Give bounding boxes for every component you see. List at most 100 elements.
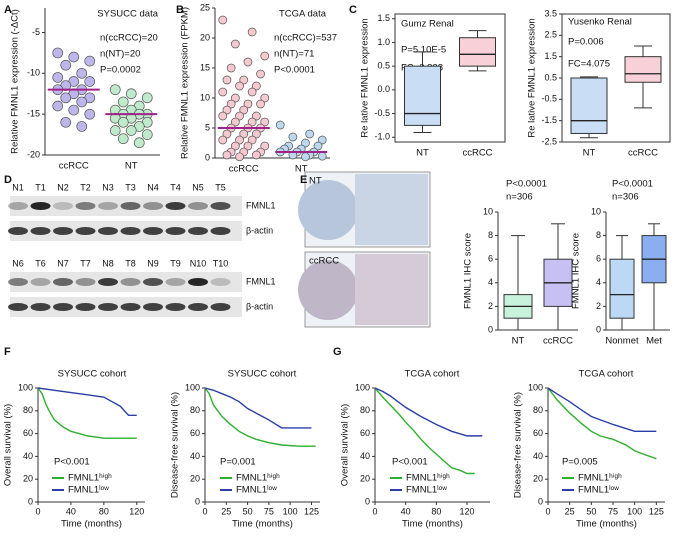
survival-curve xyxy=(547,387,657,460)
lane-label: T5 xyxy=(215,182,226,192)
chart-title: Gumz Renal xyxy=(401,19,454,30)
band xyxy=(165,202,186,210)
x-tick-label: 0 xyxy=(202,506,207,516)
band xyxy=(75,278,96,286)
band xyxy=(120,303,141,311)
plot-frame xyxy=(394,13,506,143)
ihc-core xyxy=(298,260,358,320)
annotation: n=306 xyxy=(612,192,639,203)
panel-label: F xyxy=(4,346,11,358)
band xyxy=(30,227,51,235)
x-tick-label: 50 xyxy=(586,506,596,516)
dot xyxy=(313,141,323,151)
dot xyxy=(301,152,310,162)
y-tick-label: 15 xyxy=(200,62,210,72)
band xyxy=(53,303,73,311)
lane-label: N4 xyxy=(147,182,159,192)
x-tick-label: 100 xyxy=(627,506,642,516)
y-axis-label: Disease-free survival (%) xyxy=(170,392,181,498)
dot xyxy=(222,150,232,160)
dot xyxy=(133,137,145,149)
y-tick-label: 20 xyxy=(533,474,543,484)
dot xyxy=(231,93,240,103)
dot xyxy=(125,88,137,100)
dot xyxy=(239,105,249,115)
lane-label: N6 xyxy=(12,258,24,268)
y-tick-label: -20 xyxy=(27,149,40,159)
band xyxy=(8,278,28,286)
dot xyxy=(247,27,257,37)
lane-label: T8 xyxy=(125,258,136,268)
band xyxy=(8,227,28,235)
dot xyxy=(317,151,327,161)
dot xyxy=(235,111,244,121)
dot xyxy=(117,96,129,108)
dot xyxy=(141,129,153,140)
y-tick-label: 60 xyxy=(360,428,370,438)
band xyxy=(75,303,96,311)
blot-row-label: FMNL1 xyxy=(246,200,276,210)
y-tick-label: 0 xyxy=(28,496,33,506)
y-tick-label: 10 xyxy=(483,206,493,216)
panel-label: C xyxy=(349,4,357,16)
lane-label: N7 xyxy=(57,258,69,268)
lane-label: N8 xyxy=(102,258,114,268)
legend-label: FMNL1ˡᵒʷ xyxy=(236,485,277,496)
annotation: n(NT)=20 xyxy=(100,49,140,60)
dot xyxy=(247,117,257,127)
band xyxy=(98,303,118,311)
y-tick-label: 10 xyxy=(591,206,601,216)
dot xyxy=(288,132,298,142)
y-tick-label: 0 xyxy=(596,324,601,334)
band xyxy=(120,227,141,235)
x-tick-label: 0 xyxy=(35,506,40,516)
dot xyxy=(68,51,80,63)
y-tick-label: 25 xyxy=(200,2,210,12)
panel-label: B xyxy=(176,4,184,16)
blot-strip xyxy=(10,272,242,292)
legend-label: FMNL1ˡᵒʷ xyxy=(578,485,619,496)
annotation: n=306 xyxy=(506,192,533,203)
lane-label: T10 xyxy=(213,258,229,268)
dot xyxy=(252,129,261,139)
y-tick-label: 80 xyxy=(190,405,200,415)
y-tick-label: 100 xyxy=(355,382,370,392)
band xyxy=(143,202,163,210)
lane-label: T1 xyxy=(35,182,46,192)
y-tick-label: 0.0 xyxy=(377,84,390,94)
annotation: P=0.001 xyxy=(220,457,256,468)
annotation: n(ccRCC)=537 xyxy=(274,33,337,44)
dot xyxy=(231,39,240,49)
dot xyxy=(76,67,88,79)
x-tick-label: 125 xyxy=(649,506,664,516)
dot xyxy=(222,105,232,115)
dot xyxy=(109,84,121,96)
y-tick-label: 0.5 xyxy=(377,61,390,71)
y-axis-label: Re lative FMNL1 expression xyxy=(527,18,538,137)
y-tick-label: 20 xyxy=(200,32,210,42)
lane-label: T6 xyxy=(35,258,46,268)
y-tick-label: 4 xyxy=(488,277,493,287)
dot xyxy=(247,135,257,145)
x-axis-label: Time (months) xyxy=(402,519,463,530)
category-label: ccRCC xyxy=(59,161,89,172)
y-tick-label: 60 xyxy=(23,428,33,438)
dot xyxy=(301,138,310,148)
band xyxy=(120,278,141,286)
dot xyxy=(235,152,244,162)
ihc-label: ccRCC xyxy=(309,256,339,267)
legend-label: FMNL1ʰⁱᵍʰ xyxy=(578,473,622,484)
chart-title: TCGA cohort xyxy=(405,369,460,380)
y-axis-label: Re lative FMNL1 expression xyxy=(360,18,371,137)
lane-label: T9 xyxy=(170,258,181,268)
chart-title: SYSUCC cohort xyxy=(228,369,297,380)
y-tick-label: 20 xyxy=(23,474,33,484)
category-label: NT xyxy=(416,148,429,159)
y-tick-label: 2 xyxy=(488,301,493,311)
blot-row-label: β-actin xyxy=(246,301,273,311)
box xyxy=(609,258,635,319)
lane-label: T3 xyxy=(125,182,136,192)
legend-label: FMNL1ʰⁱᵍʰ xyxy=(236,473,280,484)
dot xyxy=(243,141,253,151)
